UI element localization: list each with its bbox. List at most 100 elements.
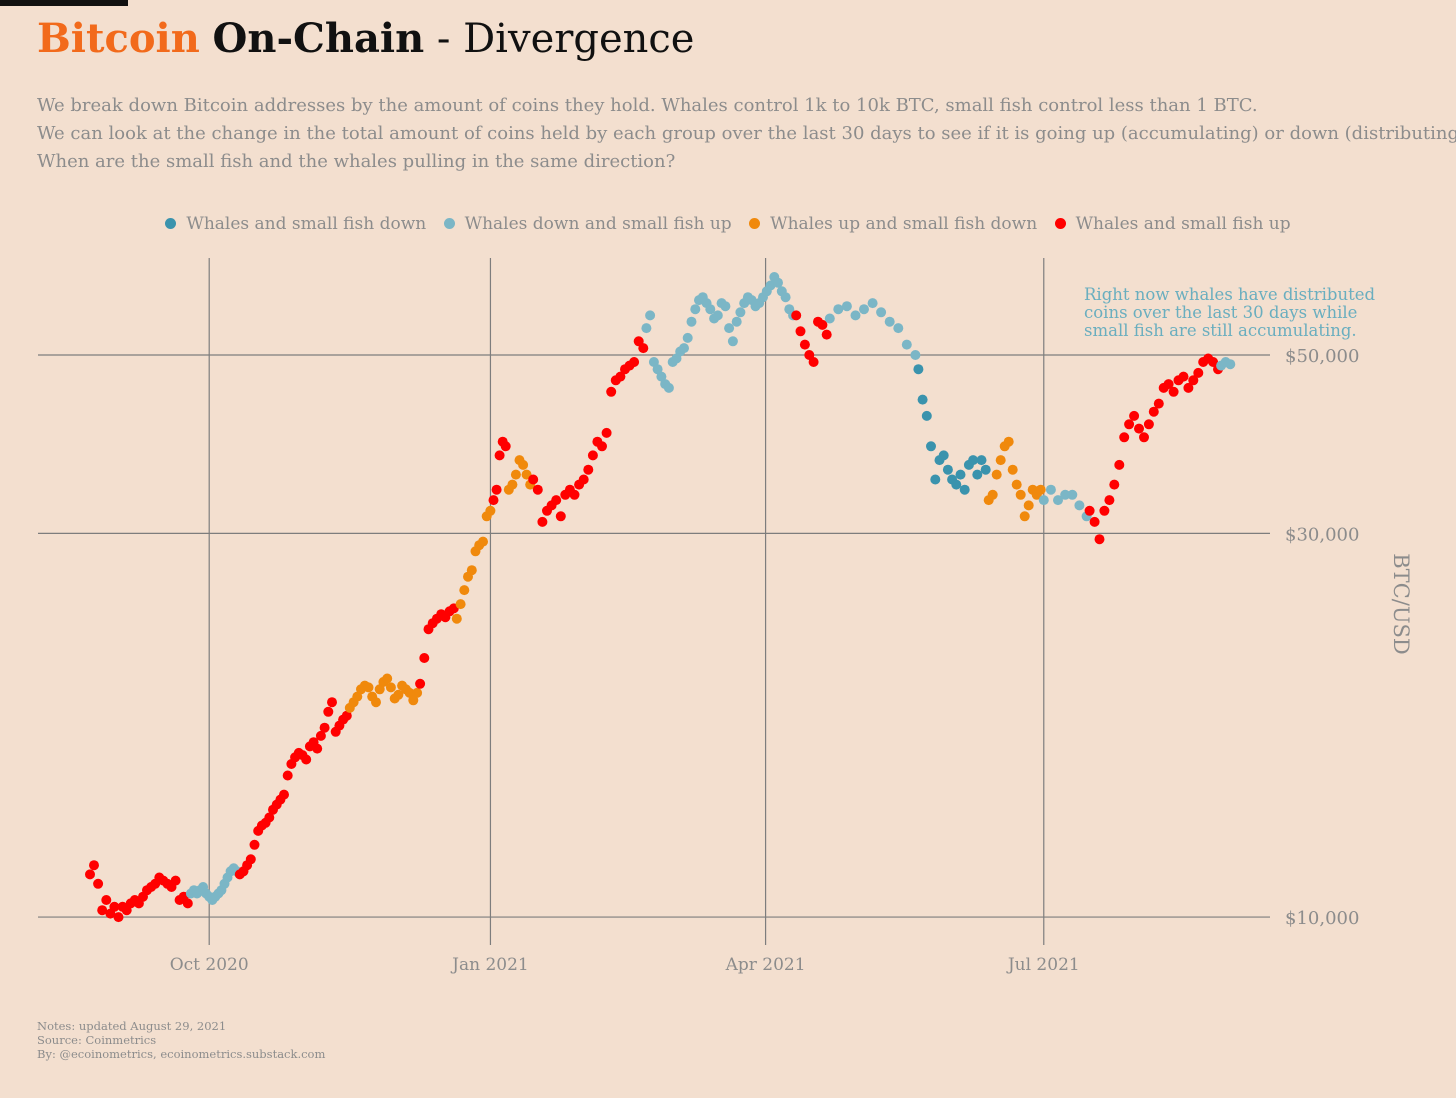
data-point [1129,410,1140,421]
data-point [182,898,193,909]
data-point [1003,436,1014,447]
data-point [455,599,466,610]
data-point [682,332,693,343]
data-point [1067,489,1078,500]
data-point [1139,432,1149,443]
subtitle-line-1: We break down Bitcoin addresses by the a… [37,95,1258,116]
data-point [170,875,181,886]
top-accent-bar [0,0,128,6]
data-point [686,316,697,327]
data-point [93,878,104,889]
legend-dot-icon [1054,218,1066,229]
data-point [1094,534,1105,545]
data-point [876,307,887,318]
title-on-chain: On-Chain [212,15,425,62]
annotation-text: Right now whales have distributed coins … [1084,285,1380,340]
title-bitcoin: Bitcoin [37,15,200,62]
data-point [510,469,521,480]
data-point [606,386,617,397]
data-point [408,695,419,706]
legend-item-whales-and-small-fish-up: Whales and small fish up [1054,214,1291,234]
data-point [913,364,924,375]
data-point [319,722,330,733]
data-point [1104,495,1115,506]
data-point [341,710,352,721]
y-tick-label: $30,000 [1285,524,1359,545]
data-point [841,301,852,312]
data-point [1208,357,1219,367]
data-point [1153,398,1164,409]
title-divergence: - Divergence [436,16,695,62]
data-point [363,682,374,693]
data-point [412,687,423,698]
data-point [645,310,656,321]
data-point [720,301,731,312]
annotation-line-3: small fish are still accumulating. [1084,321,1357,340]
data-point [980,464,991,475]
data-point [1143,419,1154,430]
data-point [859,304,869,315]
data-point [601,427,612,438]
data-point [101,895,112,905]
data-point [968,455,979,466]
x-tick-label: Jan 2021 [450,955,529,975]
data-point [641,323,652,334]
data-point [597,441,607,452]
data-point [404,687,415,698]
data-point [113,912,124,923]
data-point [1183,382,1194,393]
legend-dot-icon [165,218,177,229]
data-point [371,697,381,708]
data-point [89,860,99,871]
data-point [705,304,716,315]
data-point [1089,516,1100,527]
data-point [833,304,844,315]
data-point [587,450,598,461]
data-point [528,474,539,485]
x-tick-label: Apr 2021 [725,955,806,975]
data-point [1023,500,1034,511]
legend-item-whales-and-small-fish-down: Whales and small fish down [165,214,426,234]
data-point [1011,479,1022,490]
legend-label: Whales and small fish up [1075,214,1291,234]
legend-label: Whales down and small fish up [464,214,732,234]
data-point [821,329,832,340]
data-point [555,511,566,522]
data-point [917,394,928,405]
data-point [282,770,293,781]
data-point [712,310,723,321]
data-point [279,789,289,800]
data-point [921,410,932,421]
chart-legend: Whales and small fish down Whales down a… [0,214,1456,234]
data-point [901,339,912,350]
data-point [583,464,594,475]
chart-subtitle: We break down Bitcoin addresses by the a… [37,92,1456,176]
data-point [1074,500,1085,511]
annotation-line-1: Right now whales have distributed [1084,285,1376,304]
legend-item-whales-up-small-fish-down: Whales up and small fish down [749,214,1037,234]
data-point [315,730,326,741]
data-point [690,304,701,315]
data-point [500,441,511,452]
data-point [312,743,323,754]
data-point [385,682,396,693]
data-point [1163,379,1174,390]
data-point [679,343,689,354]
data-point [652,364,663,375]
x-tick-label: Jul 2021 [1006,955,1080,975]
price-points [85,272,1236,923]
data-point [926,441,936,452]
data-point [656,371,667,382]
data-point [1109,479,1120,490]
data-point [1134,423,1144,434]
data-point [867,298,878,309]
data-point [419,653,430,663]
data-point [955,469,966,480]
data-point [494,450,505,461]
data-point [97,905,108,916]
data-point [507,479,518,490]
data-point [735,307,746,318]
data-point [264,812,275,823]
data-point [884,316,895,327]
